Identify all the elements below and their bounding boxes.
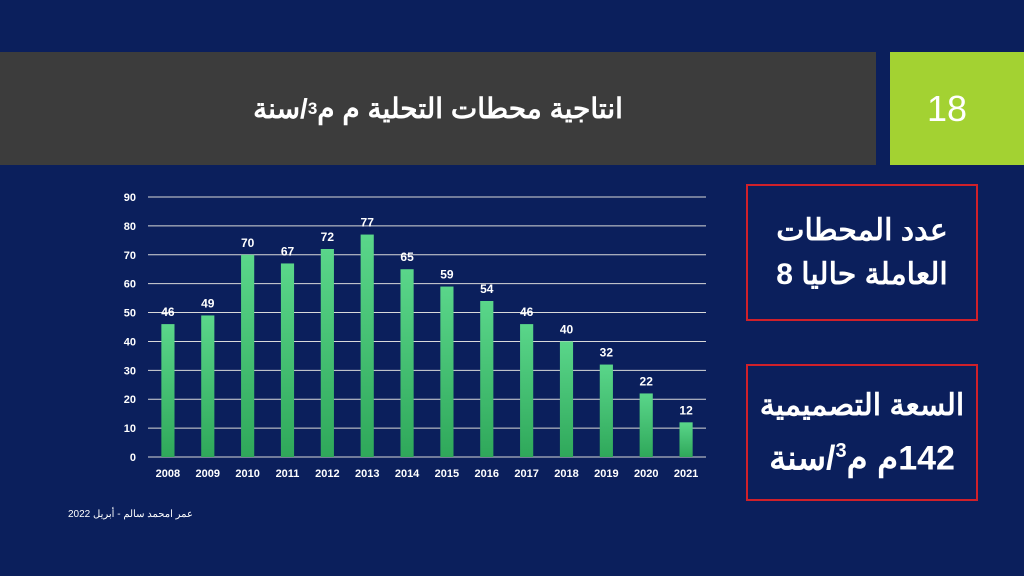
bar-chart: 0 10 20 30 40 50 60 70 80 90 46 2008 49 2009 70 2010 67 2…: [110, 186, 720, 486]
data-label-2016: 54: [480, 282, 494, 296]
x-tick-label-2009: 2009: [196, 468, 220, 480]
x-tick-label-2011: 2011: [276, 468, 300, 480]
data-label-2020: 22: [640, 374, 654, 388]
data-label-2013: 77: [361, 216, 375, 230]
data-label-2011: 67: [281, 244, 295, 258]
y-tick-label: 30: [124, 365, 136, 377]
x-tick-label-2015: 2015: [435, 468, 459, 480]
y-tick-label: 50: [124, 308, 136, 320]
data-label-2009: 49: [201, 296, 215, 310]
footer-credit: عمر امحمد سالم - أبريل 2022: [68, 509, 193, 520]
bar-2008: [161, 324, 175, 457]
bar-2015: [440, 286, 454, 457]
title-bar: انتاجية محطات التحلية م م 3/سنة: [0, 52, 876, 165]
bar-2021: [679, 422, 693, 457]
x-tick-label-2018: 2018: [554, 468, 578, 480]
bar-2018: [559, 341, 574, 457]
data-label-2021: 12: [679, 403, 693, 417]
slide-title: انتاجية محطات التحلية م م 3/سنة: [0, 52, 876, 165]
x-tick-label-2013: 2013: [355, 468, 379, 480]
bar-chart-svg: 0 10 20 30 40 50 60 70 80 90 46 2008 49 2009 70 2010 67 2…: [124, 192, 706, 480]
data-label-2017: 46: [520, 305, 534, 319]
bar-2017: [520, 324, 534, 457]
x-tick-label-2016: 2016: [475, 468, 499, 480]
y-tick-label: 0: [130, 452, 136, 464]
x-tick-label-2012: 2012: [315, 468, 339, 480]
data-label-2008: 46: [161, 305, 175, 319]
y-tick-label: 10: [124, 423, 136, 435]
y-tick-label: 70: [124, 250, 136, 262]
capacity-info-box: السعة التصميمية 142م م3/سنة: [746, 364, 978, 501]
data-label-2012: 72: [321, 230, 335, 244]
bar-2016: [480, 301, 494, 457]
data-label-2019: 32: [600, 346, 614, 360]
data-label-2014: 65: [400, 250, 414, 264]
capacity-line-2: 142م م3/سنة: [769, 428, 955, 481]
slide-number: 18: [926, 87, 968, 129]
x-tick-label-2020: 2020: [634, 468, 658, 480]
y-tick-label: 90: [124, 192, 136, 204]
capacity-superscript: 3: [835, 439, 847, 462]
y-tick-label: 60: [124, 279, 136, 291]
slide-title-main: انتاجية محطات التحلية م م: [317, 93, 623, 124]
bar-2019: [599, 364, 613, 457]
bar-2014: [400, 269, 414, 457]
x-tick-label-2014: 2014: [395, 468, 420, 480]
x-tick-label-2019: 2019: [594, 468, 618, 480]
data-label-2010: 70: [241, 236, 255, 250]
slide-title-suffix: /سنة: [253, 93, 308, 124]
slide-title-superscript: 3: [307, 98, 318, 118]
stations-line-2: العاملة حاليا 8: [776, 257, 948, 291]
bar-2020: [639, 393, 653, 457]
bar-2011: [280, 263, 295, 457]
y-tick-label: 20: [124, 394, 136, 406]
slide-number-box: 18: [890, 52, 1024, 165]
capacity-line-1: السعة التصميمية: [759, 388, 965, 422]
bar-2010: [241, 254, 255, 457]
bar-2012: [320, 249, 334, 457]
capacity-suffix: /سنة: [769, 439, 836, 478]
x-tick-label-2021: 2021: [674, 468, 698, 480]
data-label-2018: 40: [560, 322, 574, 336]
x-tick-label-2008: 2008: [156, 468, 180, 480]
x-tick-label-2010: 2010: [235, 468, 259, 480]
y-tick-label: 80: [124, 221, 136, 233]
y-tick-label: 40: [124, 336, 136, 348]
bar-2013: [360, 234, 374, 457]
stations-line-1: عدد المحطات: [776, 213, 948, 247]
x-tick-label-2017: 2017: [514, 468, 538, 480]
capacity-value: 142م م: [846, 439, 955, 478]
stations-info-box: عدد المحطات العاملة حاليا 8: [746, 184, 978, 321]
data-label-2015: 59: [440, 268, 454, 282]
bar-2009: [201, 315, 215, 457]
